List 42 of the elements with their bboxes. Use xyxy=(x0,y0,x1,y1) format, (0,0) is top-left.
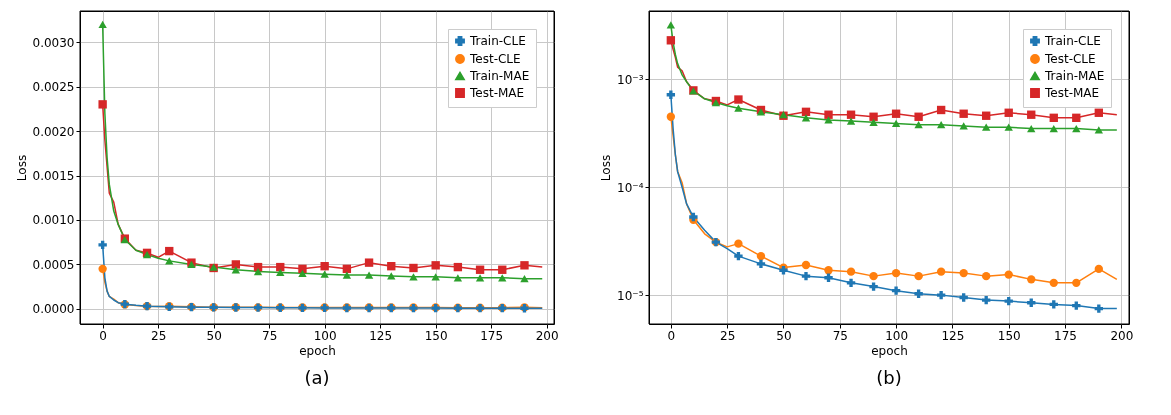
x-tick-label: 0 xyxy=(667,328,676,343)
legend-label: Train-CLE xyxy=(469,34,526,48)
y-axis-title: Loss xyxy=(14,154,29,182)
y-tick-label: 10⁻⁴ xyxy=(617,180,644,195)
x-tick-label: 0 xyxy=(99,328,107,343)
x-tick-label: 125 xyxy=(941,328,965,343)
text: (a) xyxy=(304,367,330,388)
x-axis-title: epoch xyxy=(299,343,336,358)
x-tick-label: 175 xyxy=(480,328,504,343)
legend-label: Train-MAE xyxy=(469,69,530,83)
legend-label: Test-CLE xyxy=(1044,52,1096,66)
x-tick-label: 200 xyxy=(1110,328,1134,343)
x-tick-label: 175 xyxy=(1054,328,1077,343)
legend-label: Train-MAE xyxy=(1044,69,1105,83)
x-tick-label: 150 xyxy=(997,328,1021,343)
x-tick-label: 50 xyxy=(206,328,222,343)
x-tick-label: 75 xyxy=(262,328,278,343)
y-tick-label: 10⁻³ xyxy=(617,72,644,87)
x-tick-label: 25 xyxy=(151,328,167,343)
y-tick-label: 10⁻⁵ xyxy=(617,288,644,303)
legend-label: Train-CLE xyxy=(1044,34,1101,48)
y-tick-label: 0.0000 xyxy=(32,302,75,317)
x-tick-label: 75 xyxy=(832,328,848,343)
x-tick-label: 200 xyxy=(535,328,559,343)
x-tick-label: 50 xyxy=(776,328,792,343)
x-tick-label: 25 xyxy=(720,328,736,343)
legend-label: Test-MAE xyxy=(1044,86,1100,100)
legend-label: Test-MAE xyxy=(469,86,525,100)
y-tick-label: 0.0025 xyxy=(32,80,75,95)
y-tick-label: 0.0015 xyxy=(32,169,75,183)
x-tick-label: 100 xyxy=(885,328,909,343)
x-axis-title: epoch xyxy=(871,343,908,358)
y-axis-title: Loss xyxy=(599,154,614,182)
y-tick-label: 0.0020 xyxy=(32,124,75,139)
y-tick-label: 0.0010 xyxy=(32,213,75,228)
y-tick-label: 0.0030 xyxy=(32,35,75,50)
x-tick-label: 125 xyxy=(369,328,393,343)
text: (b) xyxy=(876,367,902,388)
legend-label: Test-CLE xyxy=(469,52,521,66)
x-tick-label: 150 xyxy=(424,328,448,343)
y-tick-label: 0.0005 xyxy=(32,257,75,272)
x-tick-label: 100 xyxy=(313,328,337,343)
